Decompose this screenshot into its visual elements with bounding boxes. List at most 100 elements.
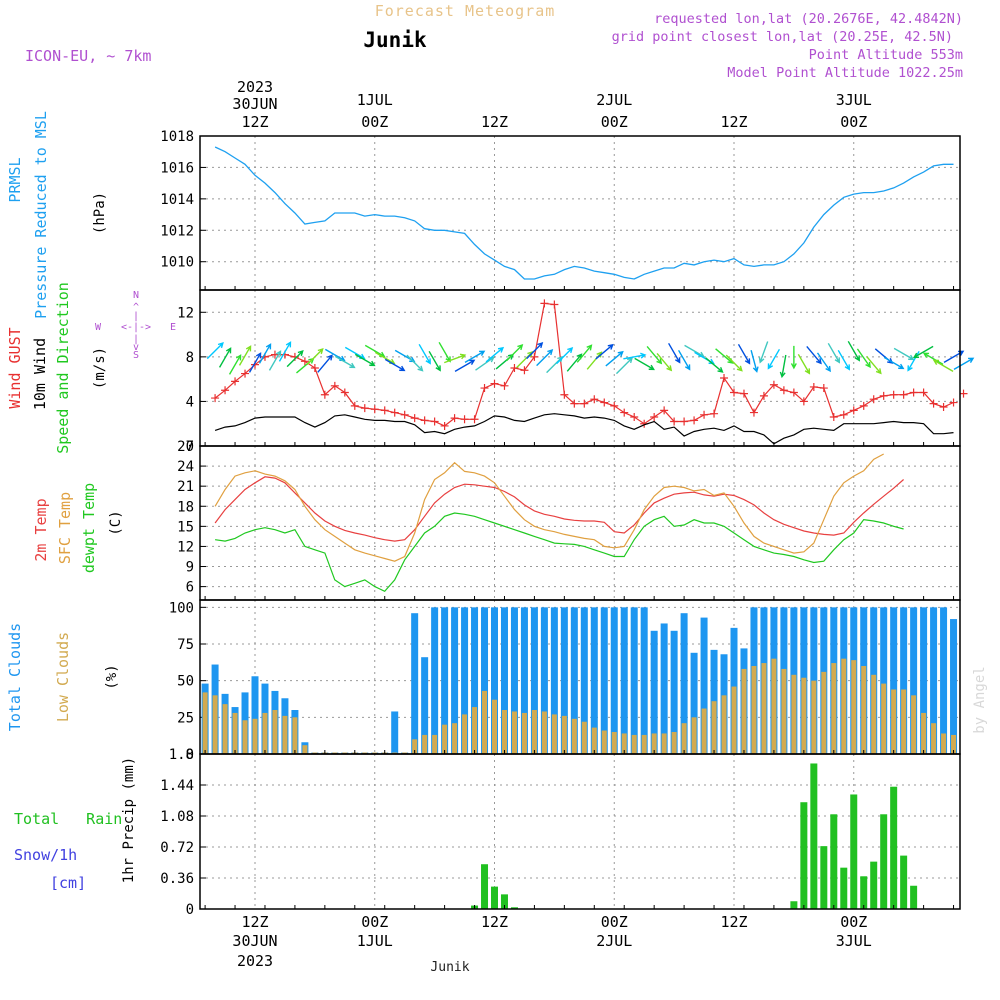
- compass-icon: N ^ | W <-|-> E | v S: [95, 290, 176, 361]
- gust-marker: [759, 391, 768, 400]
- low-cloud-bar: [711, 701, 717, 754]
- gust-marker: [360, 404, 369, 413]
- wind-arrow: [806, 345, 822, 365]
- wind-arrow: [444, 353, 467, 364]
- total-cloud-bar: [391, 711, 399, 754]
- gust-marker: [899, 390, 908, 399]
- gust-marker: [580, 399, 589, 408]
- panel-3: 0 25 50 75 100 Total Clouds Low Clouds (%): [6, 599, 961, 763]
- ytick-label: 27: [177, 439, 194, 455]
- total-cloud-bar: [451, 607, 459, 754]
- wind-arrow: [623, 352, 647, 360]
- wind-arrow: [556, 347, 574, 365]
- total-cloud-bar: [670, 630, 678, 754]
- wind-arrow: [705, 357, 724, 373]
- low-cloud-bar: [452, 723, 458, 754]
- ytick-label: 1016: [160, 160, 194, 176]
- wind-arrow: [907, 350, 920, 372]
- total-cloud-bar: [510, 607, 518, 754]
- low-cloud-bar: [791, 674, 797, 754]
- low-cloud-bar: [881, 683, 887, 754]
- ylabel-2-2: dewpt Temp: [80, 483, 98, 573]
- time-label-bottom: 00Z: [361, 913, 388, 931]
- svg-text:|: |: [133, 311, 139, 322]
- low-cloud-bar: [801, 677, 807, 754]
- gridpoint-coords: grid point closest lon,lat (20.25E, 42.5…: [612, 29, 953, 45]
- wind-arrow: [847, 340, 860, 362]
- total-cloud-bar: [491, 607, 498, 754]
- low-cloud-bar: [242, 720, 248, 754]
- low-cloud-bar: [861, 666, 867, 754]
- ylabel-0-2: (hPa): [92, 192, 108, 234]
- total-cloud-bar: [950, 619, 958, 754]
- svg-text:<-|->: <-|->: [121, 322, 151, 333]
- ylabel-0-1: Pressure Reduced to MSL: [32, 111, 50, 319]
- time-label-bottom: 2JUL: [596, 932, 632, 950]
- rain-bar: [890, 786, 898, 909]
- time-label-bottom: 2023: [237, 952, 273, 970]
- total-cloud-bar: [421, 657, 429, 754]
- total-cloud-bar: [660, 623, 668, 754]
- svg-text:W: W: [95, 322, 102, 333]
- wind-arrow: [485, 346, 505, 363]
- ylabel-4-3: 1hr Precip (mm): [121, 757, 137, 883]
- total-cloud-bar: [910, 607, 918, 754]
- wind-arrow: [737, 343, 751, 365]
- gust-marker: [300, 357, 309, 366]
- rain-bar: [510, 907, 518, 909]
- gust-marker: [430, 417, 439, 426]
- ytick-label: 12: [177, 305, 194, 321]
- wind-arrow: [922, 352, 944, 365]
- time-label-top: 12Z: [241, 113, 268, 131]
- gust-marker: [320, 390, 329, 399]
- gust-marker: [809, 382, 818, 391]
- ytick-label: 1.44: [160, 778, 194, 794]
- ylabel-0-0: PRMSL: [6, 157, 24, 202]
- rain-bar: [830, 814, 838, 909]
- low-cloud-bar: [611, 732, 617, 754]
- low-cloud-bar: [731, 686, 737, 754]
- wind-arrow: [837, 349, 851, 371]
- low-cloud-bar: [721, 695, 727, 754]
- low-cloud-bar: [671, 732, 677, 754]
- gust-marker: [390, 408, 399, 417]
- label-snow: Snow/1h: [14, 846, 77, 864]
- low-cloud-bar: [482, 690, 488, 754]
- gust-marker: [769, 380, 778, 389]
- rain-bar: [790, 901, 798, 909]
- low-cloud-bar: [302, 745, 308, 754]
- low-cloud-bar: [472, 707, 478, 754]
- panel-4: 0 0.36 0.72 1.08 1.44 1.8 1hr Precip (mm): [121, 747, 961, 918]
- total-cloud-bar: [620, 607, 628, 754]
- rain-bar: [840, 867, 848, 909]
- wind-arrow: [758, 341, 769, 364]
- ytick-label: 0: [186, 747, 194, 763]
- wind-arrow: [595, 343, 614, 360]
- gust-marker: [789, 388, 798, 397]
- gridlines: [200, 136, 960, 909]
- wind-arrow: [438, 341, 451, 363]
- wind-arrow: [790, 345, 797, 370]
- wind-arrow: [725, 354, 743, 372]
- ylabel-2-0: 2m Temp: [32, 498, 50, 561]
- low-cloud-bar: [831, 663, 837, 754]
- wind-arrow: [406, 354, 424, 372]
- rain-bar: [491, 886, 498, 909]
- low-cloud-bar: [891, 689, 897, 754]
- wind-arrow: [615, 357, 634, 375]
- wind-arrow: [827, 342, 841, 364]
- total-cloud-bar: [700, 617, 708, 754]
- time-label-top: 1JUL: [357, 91, 393, 109]
- low-cloud-bar: [651, 733, 657, 754]
- total-cloud-bar: [570, 607, 578, 754]
- wind-arrow: [953, 357, 975, 370]
- rain-bar: [481, 864, 489, 909]
- gust-marker: [869, 395, 878, 404]
- total-cloud-bar: [441, 607, 449, 754]
- gust-marker: [480, 384, 489, 393]
- ytick-label: 21: [177, 479, 194, 495]
- low-cloud-bar: [621, 733, 627, 754]
- svg-text:v: v: [133, 342, 139, 353]
- wind-arrow: [418, 343, 431, 365]
